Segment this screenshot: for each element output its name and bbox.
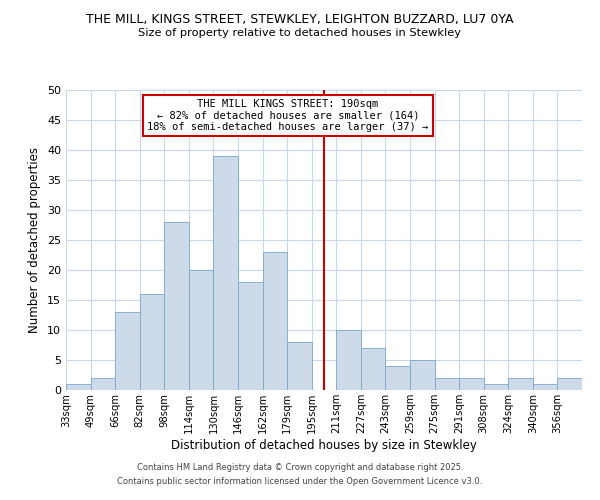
Bar — [361, 348, 385, 390]
Bar — [410, 360, 434, 390]
Y-axis label: Number of detached properties: Number of detached properties — [28, 147, 41, 333]
Bar — [263, 252, 287, 390]
Text: THE MILL, KINGS STREET, STEWKLEY, LEIGHTON BUZZARD, LU7 0YA: THE MILL, KINGS STREET, STEWKLEY, LEIGHT… — [86, 12, 514, 26]
Bar — [533, 384, 557, 390]
Bar — [434, 378, 459, 390]
Bar — [115, 312, 140, 390]
Bar — [164, 222, 189, 390]
Text: Contains public sector information licensed under the Open Government Licence v3: Contains public sector information licen… — [118, 477, 482, 486]
Bar — [238, 282, 263, 390]
X-axis label: Distribution of detached houses by size in Stewkley: Distribution of detached houses by size … — [171, 438, 477, 452]
Bar — [66, 384, 91, 390]
Bar — [287, 342, 312, 390]
Bar — [508, 378, 533, 390]
Bar — [189, 270, 214, 390]
Bar — [91, 378, 115, 390]
Text: Contains HM Land Registry data © Crown copyright and database right 2025.: Contains HM Land Registry data © Crown c… — [137, 464, 463, 472]
Bar — [459, 378, 484, 390]
Text: Size of property relative to detached houses in Stewkley: Size of property relative to detached ho… — [139, 28, 461, 38]
Text: THE MILL KINGS STREET: 190sqm
← 82% of detached houses are smaller (164)
18% of : THE MILL KINGS STREET: 190sqm ← 82% of d… — [147, 99, 428, 132]
Bar — [140, 294, 164, 390]
Bar — [557, 378, 582, 390]
Bar — [484, 384, 508, 390]
Bar — [385, 366, 410, 390]
Bar — [214, 156, 238, 390]
Bar — [336, 330, 361, 390]
